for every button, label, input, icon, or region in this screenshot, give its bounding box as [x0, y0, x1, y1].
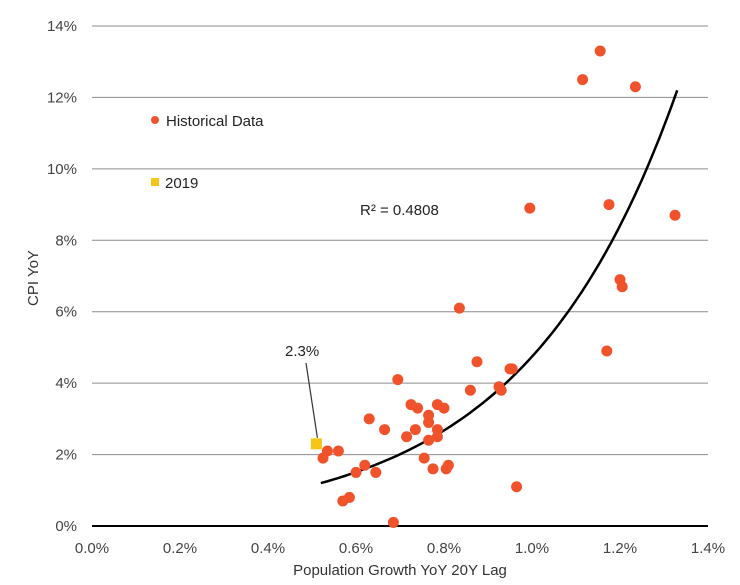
historical-data-point: [317, 452, 329, 464]
historical-data-point: [440, 463, 452, 475]
historical-data-point: [616, 281, 628, 293]
historical-data-point: [453, 302, 465, 314]
legend-label-2019: 2019: [165, 175, 198, 192]
historical-data-point: [363, 413, 375, 425]
historical-data-point: [431, 431, 443, 443]
x-tick-label: 0.4%: [251, 540, 285, 557]
historical-data-point: [350, 466, 362, 478]
x-tick-label: 0.2%: [163, 540, 197, 557]
y-tick-label: 8%: [55, 232, 77, 249]
historical-data-point: [524, 202, 536, 214]
historical-data-point: [409, 424, 421, 436]
historical-data-point: [464, 384, 476, 396]
y-tick-label: 4%: [55, 375, 77, 392]
historical-data-point: [495, 384, 507, 396]
y-axis-title: CPI YoY: [25, 250, 42, 306]
x-tick-label: 0.0%: [75, 540, 109, 557]
historical-data-point: [423, 434, 435, 446]
legend-marker-2019: [151, 178, 159, 186]
historical-data-point: [392, 374, 404, 386]
annotation-2019-value: 2.3%: [285, 343, 319, 360]
historical-data-point: [387, 516, 399, 528]
historical-data-point: [370, 466, 382, 478]
historical-data-point: [418, 452, 430, 464]
historical-data-point: [511, 481, 523, 493]
historical-data-point: [401, 431, 413, 443]
annotations: 2.3%: [285, 343, 319, 438]
x-tick-label: 1.0%: [515, 540, 549, 557]
point-2019: [310, 438, 322, 450]
r-squared-label: R² = 0.4808: [360, 202, 439, 219]
y-tick-labels: 0% 2% 4% 6% 8% 10% 12% 14%: [47, 18, 77, 535]
y-tick-label: 14%: [47, 18, 77, 35]
historical-data-point: [669, 209, 681, 221]
historical-data-point: [594, 45, 606, 57]
data-points: [310, 45, 681, 528]
x-tick-label: 0.8%: [427, 540, 461, 557]
y-tick-label: 2%: [55, 447, 77, 464]
y-tick-label: 6%: [55, 304, 77, 321]
y-tick-label: 12%: [47, 89, 77, 106]
x-axis-title: Population Growth YoY 20Y Lag: [293, 562, 507, 579]
x-tick-label: 1.2%: [603, 540, 637, 557]
gridlines: [92, 25, 708, 456]
historical-data-point: [438, 402, 450, 414]
legend-label-historical: Historical Data: [166, 113, 264, 130]
historical-data-point: [601, 345, 613, 357]
x-tick-labels: 0.0% 0.2% 0.4% 0.6% 0.8% 1.0% 1.2% 1.4%: [75, 540, 725, 557]
annotation-leader-line: [305, 362, 318, 438]
historical-data-point: [332, 445, 344, 457]
y-tick-label: 0%: [55, 518, 77, 535]
legend-marker-historical: [151, 116, 159, 124]
historical-data-point: [577, 74, 589, 86]
historical-data-point: [603, 199, 615, 211]
legend: Historical Data 2019: [151, 113, 264, 192]
historical-data-point: [423, 416, 435, 428]
historical-data-point: [427, 463, 439, 475]
historical-data-point: [629, 81, 641, 93]
historical-data-point: [337, 495, 349, 507]
x-tick-label: 1.4%: [691, 540, 725, 557]
historical-data-point: [359, 459, 371, 471]
historical-data-point: [506, 363, 518, 375]
historical-data-point: [471, 356, 483, 368]
historical-data-point: [379, 424, 391, 436]
y-tick-label: 10%: [47, 161, 77, 178]
x-tick-label: 0.6%: [339, 540, 373, 557]
historical-data-point: [412, 402, 424, 414]
